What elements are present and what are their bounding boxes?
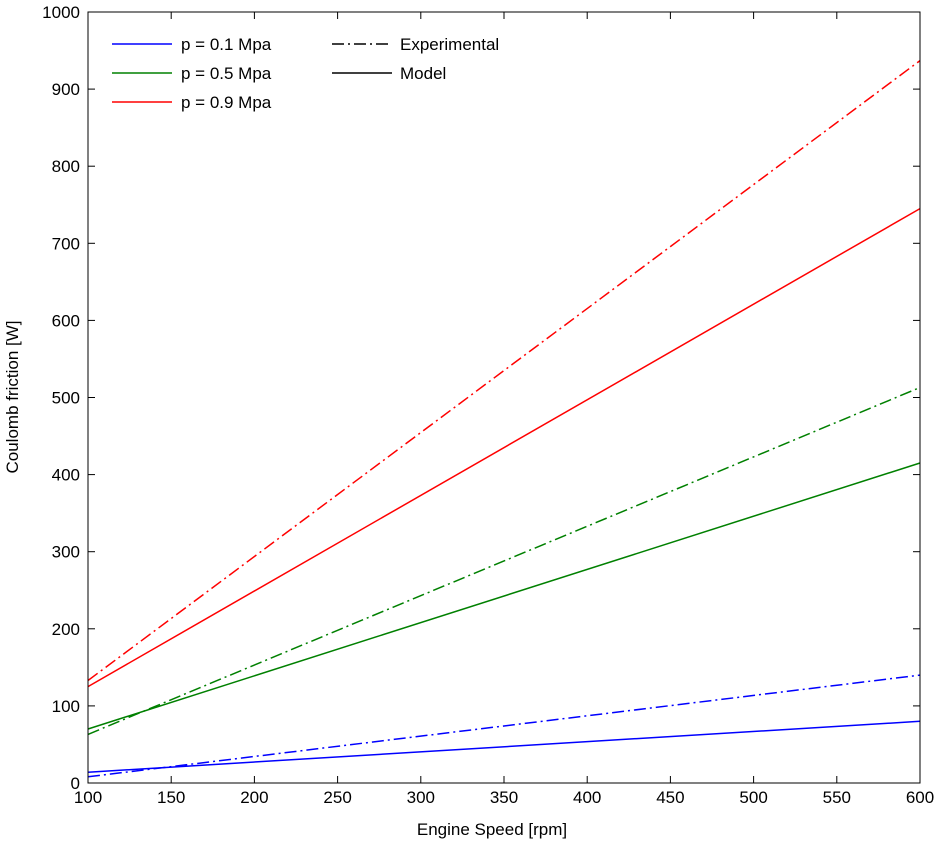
x-tick-label: 600 xyxy=(906,788,934,807)
legend: p = 0.1 Mpa p = 0.5 Mpa p = 0.9 Mpa Experim… xyxy=(112,35,499,112)
series-line-model-5 xyxy=(87,207,921,688)
y-tick-label: 0 xyxy=(71,774,80,793)
ticks-layer: 100 150 200 250 300 350 400 450 500 550 6000100200… xyxy=(42,3,934,807)
y-tick-label: 700 xyxy=(52,234,80,253)
y-tick-label: 600 xyxy=(52,311,80,330)
x-tick-label: 550 xyxy=(823,788,851,807)
legend-label: Model xyxy=(400,64,446,83)
x-tick-label: 450 xyxy=(656,788,684,807)
x-axis-label: Engine Speed [rpm] xyxy=(417,820,567,839)
y-tick-label: 200 xyxy=(52,620,80,639)
series-layer xyxy=(87,59,921,778)
series-line-experimental-2 xyxy=(87,386,921,736)
series-line-model-1 xyxy=(87,720,921,773)
x-tick-label: 200 xyxy=(240,788,268,807)
x-tick-label: 400 xyxy=(573,788,601,807)
y-tick-label: 900 xyxy=(52,80,80,99)
y-tick-label: 300 xyxy=(52,543,80,562)
y-tick-label: 400 xyxy=(52,466,80,485)
y-tick-label: 800 xyxy=(52,157,80,176)
series-line-experimental-4 xyxy=(87,59,921,682)
legend-label: p = 0.1 Mpa xyxy=(181,35,272,54)
series-line-model-3 xyxy=(87,462,921,730)
y-axis-label: Coulomb friction [W] xyxy=(3,320,22,473)
legend-label: Experimental xyxy=(400,35,499,54)
y-tick-label: 1000 xyxy=(42,3,80,22)
legend-label: p = 0.5 Mpa xyxy=(181,64,272,83)
x-tick-label: 300 xyxy=(407,788,435,807)
series-line-experimental-0 xyxy=(87,674,921,778)
y-tick-label: 100 xyxy=(52,697,80,716)
y-tick-label: 500 xyxy=(52,389,80,408)
x-tick-label: 500 xyxy=(739,788,767,807)
x-tick-label: 150 xyxy=(157,788,185,807)
x-tick-label: 350 xyxy=(490,788,518,807)
x-tick-label: 250 xyxy=(323,788,351,807)
legend-label: p = 0.9 Mpa xyxy=(181,93,272,112)
x-tick-label: 100 xyxy=(74,788,102,807)
